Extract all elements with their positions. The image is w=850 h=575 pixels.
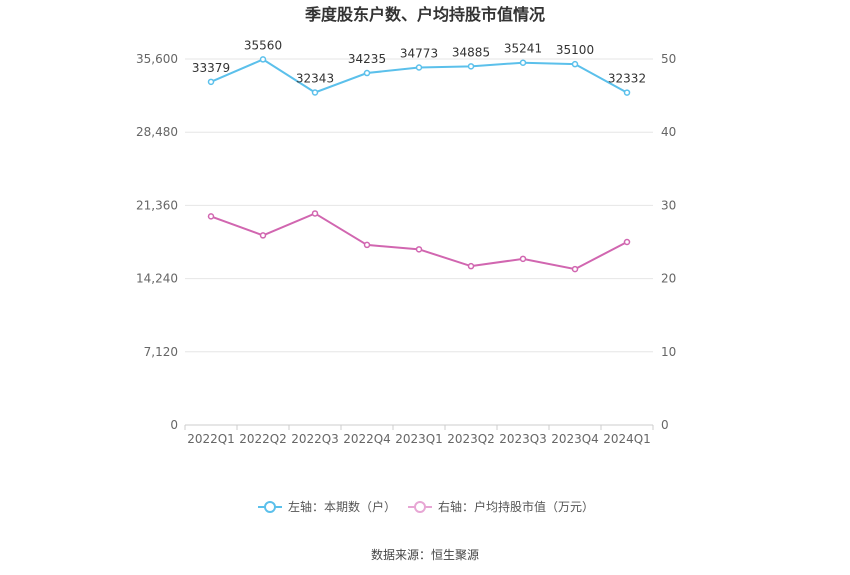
series-0-point[interactable]: [259, 56, 267, 63]
series-0-point[interactable]: [467, 63, 475, 70]
legend[interactable]: 左轴：本期数（户） 右轴：户均持股市值（万元）: [258, 499, 594, 514]
data-source: 数据来源：恒生聚源: [371, 547, 479, 562]
left-tick-label: 35,600: [136, 52, 178, 66]
legend-label-households: 左轴：本期数（户）: [288, 499, 396, 514]
x-tick-label: 2023Q4: [551, 432, 599, 446]
left-axis-ticks: 0 7,120 14,240 21,360 28,480 35,600: [136, 52, 178, 432]
series-1-point[interactable]: [623, 238, 631, 246]
data-label: 35241: [504, 42, 542, 56]
data-label: 34773: [400, 47, 438, 61]
series-1-point[interactable]: [415, 246, 423, 253]
data-label: 35560: [244, 38, 282, 52]
data-label: 34235: [348, 52, 386, 66]
series-1-point[interactable]: [259, 232, 267, 239]
x-tick-label: 2022Q3: [291, 432, 339, 446]
series-0-point[interactable]: [415, 64, 423, 71]
legend-item-avg-value[interactable]: 右轴：户均持股市值（万元）: [408, 499, 594, 514]
legend-item-households[interactable]: 左轴：本期数（户）: [258, 499, 396, 514]
series-group: 33379 35560 32343 34235 34773 34885 35241 35100…: [192, 38, 646, 273]
x-tick-label: 2022Q4: [343, 432, 391, 446]
series-0-point[interactable]: [571, 60, 579, 68]
x-tick-label: 2024Q1: [603, 432, 651, 446]
series-1-point[interactable]: [519, 255, 527, 263]
left-tick-label: 21,360: [136, 198, 178, 212]
data-label: 34885: [452, 45, 490, 59]
series-1-point[interactable]: [571, 265, 579, 273]
right-tick-label: 30: [661, 198, 676, 212]
series-0-point[interactable]: [207, 78, 215, 86]
right-tick-label: 10: [661, 345, 676, 359]
series-1-point[interactable]: [467, 262, 475, 270]
series-0-point[interactable]: [519, 59, 527, 66]
series-0-point[interactable]: [623, 89, 631, 96]
right-tick-label: 20: [661, 272, 676, 286]
right-tick-label: 40: [661, 125, 676, 139]
data-label: 33379: [192, 61, 230, 75]
data-label: 32332: [608, 72, 646, 86]
left-tick-label: 28,480: [136, 125, 178, 139]
left-tick-label: 14,240: [136, 272, 178, 286]
grid-lines: [185, 58, 653, 426]
right-axis-ticks: 0 10 20 30 40 50: [661, 52, 676, 432]
series-1-point[interactable]: [207, 213, 215, 220]
series-1-point[interactable]: [363, 241, 371, 249]
series-0-point[interactable]: [363, 69, 371, 77]
x-tick-label: 2022Q2: [239, 432, 287, 446]
legend-label-avg-value: 右轴：户均持股市值（万元）: [438, 499, 594, 514]
left-tick-label: 7,120: [144, 345, 178, 359]
series-0-point[interactable]: [311, 89, 319, 96]
legend-marker-avg-value: [414, 501, 426, 513]
right-tick-label: 50: [661, 52, 676, 66]
x-tick-label: 2023Q1: [395, 432, 443, 446]
left-tick-label: 0: [170, 418, 178, 432]
x-tick-label: 2022Q1: [187, 432, 235, 446]
series-1-point[interactable]: [311, 210, 319, 217]
x-tick-label: 2023Q3: [499, 432, 547, 446]
chart-title: 季度股东户数、户均持股市值情况: [304, 5, 545, 24]
x-axis-ticks: 2022Q1 2022Q2 2022Q3 2022Q4 2023Q1 2023Q2 2023…: [184, 425, 654, 446]
data-label: 32343: [296, 71, 334, 85]
legend-marker-households: [264, 501, 276, 513]
series-line-1: [210, 212, 628, 271]
data-label: 35100: [556, 43, 594, 57]
right-tick-label: 0: [661, 418, 669, 432]
x-tick-label: 2023Q2: [447, 432, 495, 446]
